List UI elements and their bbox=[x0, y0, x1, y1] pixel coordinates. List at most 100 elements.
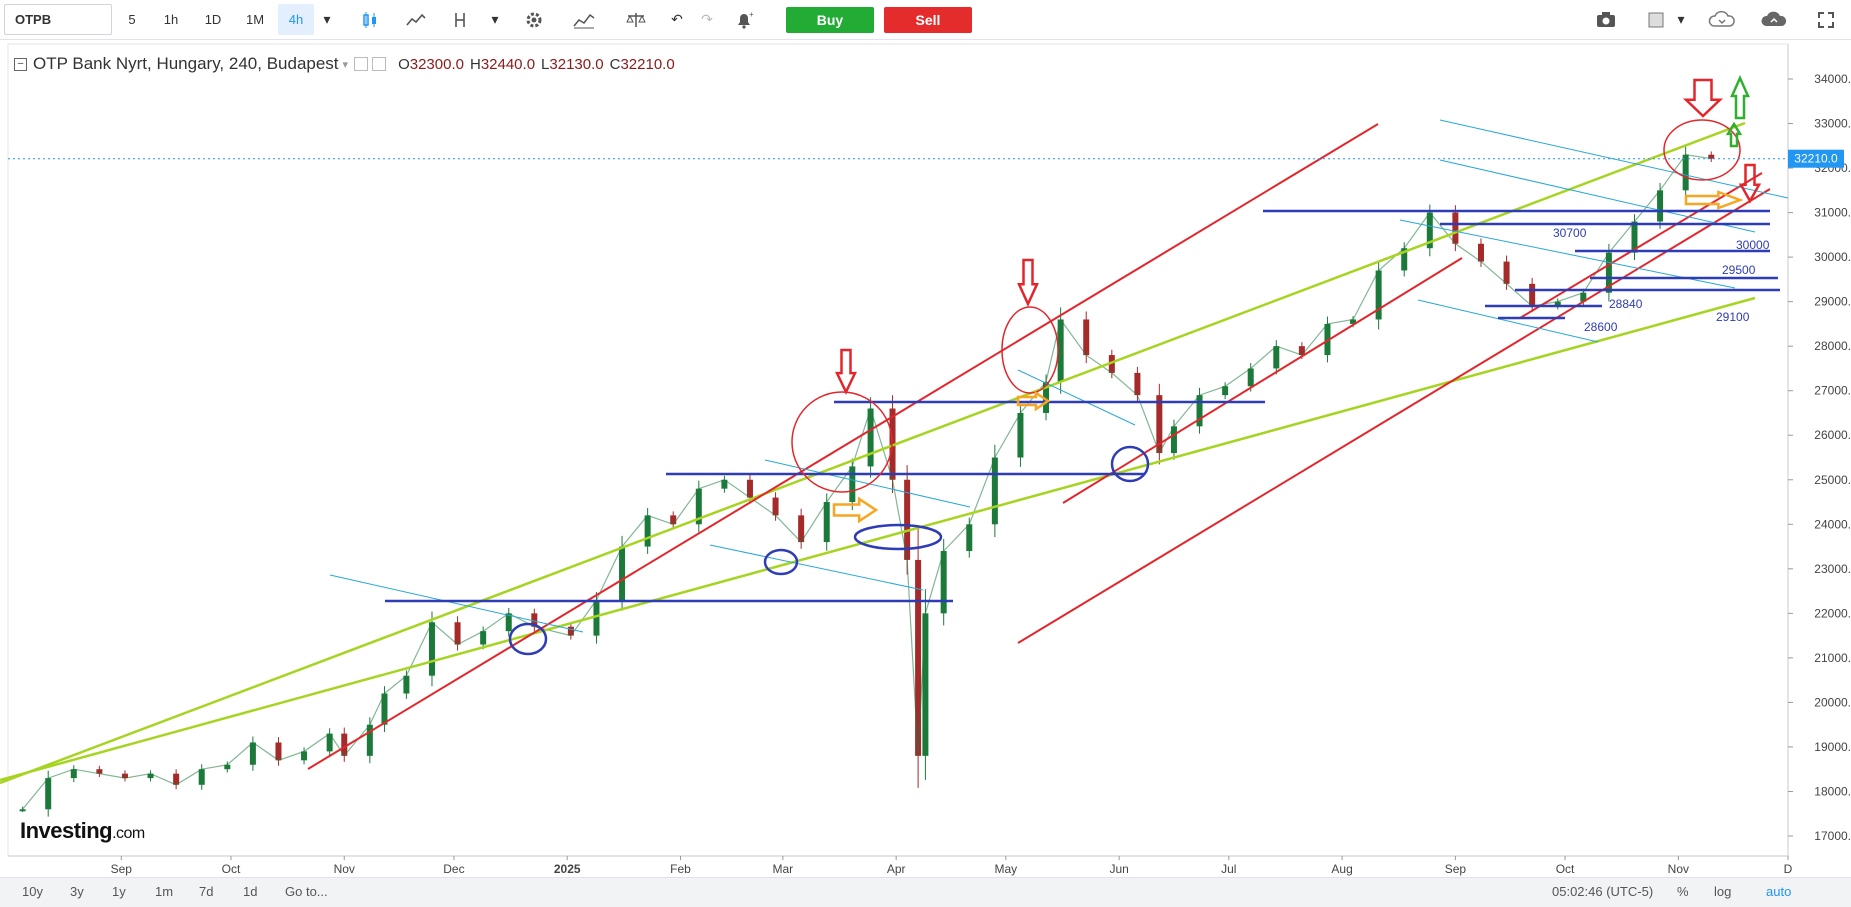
timeframe-5[interactable]: 5 bbox=[128, 12, 136, 27]
timeframe-1m[interactable]: 1M bbox=[245, 12, 265, 27]
ohlc-open: O32300.0 bbox=[398, 55, 464, 73]
level-label-30000: 30000 bbox=[1736, 238, 1770, 252]
candle-body bbox=[1452, 212, 1459, 244]
y-tick-label: 28000.0 bbox=[1814, 339, 1851, 353]
candle-body bbox=[224, 764, 231, 770]
support-ellipse bbox=[1110, 445, 1150, 483]
candle-body bbox=[1580, 292, 1587, 302]
channel-red-4 bbox=[1519, 172, 1763, 319]
range-3y[interactable]: 3y bbox=[70, 884, 84, 899]
buy-button[interactable]: Buy bbox=[786, 7, 874, 33]
level-label-28600: 28600 bbox=[1584, 320, 1618, 334]
y-tick-label: 30000.0 bbox=[1814, 250, 1851, 264]
cloud-upload-icon[interactable] bbox=[1752, 4, 1796, 35]
y-tick-label: 29000.0 bbox=[1814, 295, 1851, 309]
green-up-arrow-icon bbox=[1730, 74, 1750, 120]
range-1m[interactable]: 1m bbox=[155, 884, 174, 899]
timeframe-1d[interactable]: 1D bbox=[204, 12, 222, 27]
x-tick-label: Aug bbox=[1331, 862, 1352, 876]
chart-type-icon[interactable] bbox=[564, 4, 604, 35]
level-label-28840: 28840 bbox=[1609, 297, 1643, 311]
candle-body bbox=[403, 675, 410, 694]
channel-red-1 bbox=[307, 123, 1379, 770]
collapse-legend-icon[interactable]: – bbox=[14, 57, 27, 71]
candle-body bbox=[301, 751, 308, 761]
y-tick-label: 22000.0 bbox=[1814, 606, 1851, 620]
candle-body bbox=[454, 622, 461, 645]
candle-body bbox=[341, 733, 348, 756]
y-tick-label: 17000.0 bbox=[1814, 829, 1851, 843]
candles-icon[interactable] bbox=[352, 4, 388, 35]
candle-body bbox=[480, 631, 487, 645]
redo-icon[interactable]: ↷ bbox=[701, 11, 713, 27]
candle-body bbox=[1156, 395, 1163, 454]
y-tick-label: 20000.0 bbox=[1814, 695, 1851, 709]
green-up-arrow-icon bbox=[1725, 121, 1743, 148]
chart-toolbar: OTPB 5 1h 1D 1M 4h ▾ ▾ ↶ ↷ + Buy Sell ▾ bbox=[0, 0, 1851, 40]
last-price-label: 32210.0 bbox=[1794, 152, 1838, 166]
candle-body bbox=[45, 778, 52, 810]
balance-icon[interactable] bbox=[618, 4, 654, 35]
candle-body bbox=[721, 479, 728, 489]
candle-body bbox=[428, 622, 435, 676]
fullscreen-icon[interactable] bbox=[1808, 4, 1844, 35]
sell-button[interactable]: Sell bbox=[884, 7, 972, 33]
candle-body bbox=[867, 408, 874, 467]
yellow-right-arrow-icon bbox=[832, 496, 879, 524]
camera-icon[interactable] bbox=[1588, 4, 1624, 35]
timeframe-1h[interactable]: 1h bbox=[163, 12, 179, 27]
last-price-badge bbox=[1788, 149, 1844, 168]
highlight-circle bbox=[1001, 306, 1059, 394]
range-7d[interactable]: 7d bbox=[199, 884, 214, 899]
x-tick-label: Sep bbox=[111, 862, 133, 876]
log-toggle[interactable]: log bbox=[1714, 884, 1732, 899]
alert-bell-icon[interactable]: + bbox=[726, 4, 762, 35]
compare-icon[interactable] bbox=[442, 4, 478, 35]
plot-frame bbox=[7, 43, 1789, 857]
cyan-line-4 bbox=[1017, 369, 1136, 426]
settings-small-icon[interactable] bbox=[372, 57, 387, 71]
clock-display: 05:02:46 (UTC-5) bbox=[1552, 884, 1654, 899]
candle-body bbox=[940, 551, 947, 614]
y-tick-label: 21000.0 bbox=[1814, 651, 1851, 665]
title-dropdown-icon[interactable]: ▾ bbox=[342, 58, 349, 71]
red-down-arrow-icon bbox=[835, 348, 857, 395]
candle-body bbox=[1057, 319, 1064, 382]
cloud-download-icon[interactable] bbox=[1700, 4, 1744, 35]
candle-body bbox=[670, 515, 677, 525]
candle-body bbox=[173, 773, 180, 785]
candle-body bbox=[1222, 386, 1229, 396]
price-chart[interactable]: 17000.0 18000.0 19000.0 20000.0 21000.0 22000… bbox=[0, 40, 1851, 877]
range-1y[interactable]: 1y bbox=[112, 884, 126, 899]
range-10y[interactable]: 10y bbox=[22, 884, 43, 899]
trendline-green-upper bbox=[0, 121, 1746, 785]
chart-area[interactable]: 17000.0 18000.0 19000.0 20000.0 21000.0 22000… bbox=[0, 40, 1851, 877]
red-down-arrow-icon bbox=[1682, 78, 1724, 118]
layout-dropdown-icon[interactable]: ▾ bbox=[1677, 11, 1685, 27]
percent-toggle[interactable]: % bbox=[1677, 884, 1689, 899]
goto-button[interactable]: Go to... bbox=[285, 884, 328, 899]
visibility-icon[interactable] bbox=[354, 57, 369, 71]
y-tick-label: 27000.0 bbox=[1814, 384, 1851, 398]
candle-body bbox=[991, 457, 998, 525]
candle-body bbox=[798, 515, 805, 543]
undo-icon[interactable]: ↶ bbox=[671, 11, 683, 27]
indicators-icon[interactable] bbox=[398, 4, 434, 35]
y-tick-label: 25000.0 bbox=[1814, 473, 1851, 487]
candle-body bbox=[275, 742, 282, 761]
timeframe-dropdown-icon[interactable]: ▾ bbox=[323, 11, 331, 27]
timeframe-4h[interactable]: 4h bbox=[278, 4, 314, 35]
candle-body bbox=[531, 613, 538, 627]
highlight-circle bbox=[791, 391, 893, 493]
highlight-circle bbox=[1663, 119, 1741, 181]
settings-gear-icon[interactable] bbox=[516, 4, 552, 35]
auto-toggle[interactable]: auto bbox=[1766, 884, 1792, 899]
candle-body bbox=[1350, 319, 1357, 324]
symbol-input[interactable]: OTPB bbox=[4, 4, 112, 35]
layout-icon[interactable] bbox=[1640, 4, 1672, 35]
compare-dropdown-icon[interactable]: ▾ bbox=[491, 11, 499, 27]
svg-text:+: + bbox=[749, 10, 754, 19]
range-1d[interactable]: 1d bbox=[243, 884, 258, 899]
candle-body bbox=[904, 479, 911, 560]
x-tick-label: Feb bbox=[670, 862, 691, 876]
